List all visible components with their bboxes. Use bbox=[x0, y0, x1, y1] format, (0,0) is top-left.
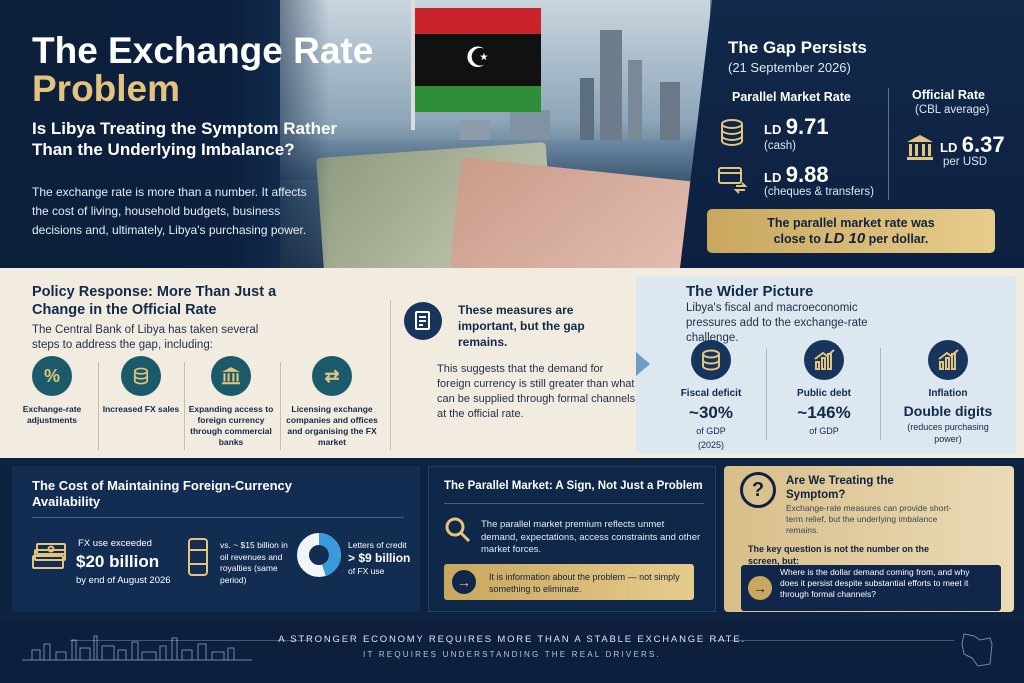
divider bbox=[444, 503, 704, 504]
step-expanding-access: Expanding access to foreign currency thr… bbox=[187, 356, 275, 448]
divider bbox=[184, 362, 185, 450]
exchange-icon: ⇄ bbox=[312, 356, 352, 396]
key-question-text: Where is the dollar demand coming from, … bbox=[780, 567, 970, 599]
footer-line-2: IT REQUIRES UNDERSTANDING THE REAL DRIVE… bbox=[363, 650, 661, 659]
divider bbox=[390, 300, 391, 450]
coins-icon bbox=[691, 340, 731, 380]
divider bbox=[880, 348, 881, 440]
bank-icon bbox=[211, 356, 251, 396]
donut-share bbox=[297, 533, 341, 577]
key-question-label: The key question is not the number on th… bbox=[748, 544, 930, 566]
document-checklist-icon bbox=[404, 302, 442, 340]
fx-use-label: FX use exceeded bbox=[78, 538, 152, 549]
divider bbox=[70, 640, 310, 641]
arrow-right-icon: → bbox=[452, 570, 476, 594]
flagpole bbox=[411, 0, 415, 130]
question-mark-icon: ? bbox=[740, 472, 776, 508]
bank-icon bbox=[907, 135, 933, 160]
page-title-highlight: Problem bbox=[32, 68, 181, 109]
letters-of-credit-text: Letters of credit > $9 billion of FX use bbox=[348, 540, 411, 576]
official-rate-unit: per USD bbox=[943, 156, 988, 168]
cheque-rate: LD 9.88 bbox=[764, 162, 829, 187]
treating-symptom-title: Are We Treating the Symptom? bbox=[786, 475, 894, 501]
step-exchange-rate-adjustments: % Exchange-rate adjustments bbox=[8, 356, 96, 426]
divider bbox=[32, 517, 404, 518]
divider bbox=[766, 348, 767, 440]
divider bbox=[888, 88, 889, 200]
rising-chart-icon bbox=[928, 340, 968, 380]
step-increased-fx-sales: Increased FX sales bbox=[97, 356, 185, 415]
cash-stack-icon bbox=[32, 543, 66, 569]
step-licensing-exchange: ⇄ Licensing exchange companies and offic… bbox=[286, 356, 378, 448]
official-rate: LD 6.37 bbox=[940, 132, 1005, 157]
footer-line-1: A STRONGER ECONOMY REQUIRES MORE THAN A … bbox=[278, 634, 746, 645]
transfer-card-icon bbox=[718, 167, 748, 194]
official-rate-heading: Official Rate bbox=[912, 88, 985, 102]
hero-text-panel bbox=[0, 0, 330, 268]
gap-date: (21 September 2026) bbox=[728, 60, 851, 75]
oil-barrel-icon bbox=[188, 538, 208, 576]
page-title: The Exchange Rate bbox=[32, 30, 374, 71]
treating-symptom-sub: Exchange-rate measures can provide short… bbox=[786, 503, 952, 535]
cash-rate-label: (cash) bbox=[764, 140, 796, 152]
magnifier-icon bbox=[445, 517, 471, 543]
oil-revenue-comparison: vs. ~ $15 billion in oil revenues and ro… bbox=[220, 540, 288, 585]
inflation-card: Inflation Double digits (reduces purchas… bbox=[893, 340, 1003, 445]
public-debt-card: Public debt ~146% of GDP bbox=[774, 340, 874, 437]
fiscal-deficit-card: Fiscal deficit ~30% of GDP (2025) bbox=[661, 340, 761, 451]
cost-title: The Cost of Maintaining Foreign-Currency… bbox=[32, 478, 293, 509]
parallel-market-callout bbox=[444, 564, 694, 600]
measures-body: This suggests that the demand for foreig… bbox=[437, 363, 636, 420]
page-subtitle: Is Libya Treating the Symptom Rather Tha… bbox=[32, 119, 338, 159]
percent-icon: % bbox=[32, 356, 72, 396]
parallel-market-title: The Parallel Market: A Sign, Not Just a … bbox=[444, 480, 703, 492]
official-rate-source: (CBL average) bbox=[915, 104, 990, 116]
coins-stack-icon bbox=[721, 119, 743, 147]
parallel-market-callout-text: It is information about the problem — no… bbox=[489, 572, 680, 594]
libya-flag-icon: ☪ bbox=[415, 8, 541, 112]
letters-of-credit-donut bbox=[297, 533, 341, 577]
parallel-market-body: The parallel market premium reflects unm… bbox=[481, 519, 701, 555]
wider-title: The Wider Picture bbox=[686, 283, 814, 300]
parallel-rate-heading: Parallel Market Rate bbox=[732, 90, 851, 104]
coins-icon bbox=[121, 356, 161, 396]
key-question-box bbox=[741, 565, 1001, 611]
libya-map-icon bbox=[961, 633, 993, 667]
gap-title: The Gap Persists bbox=[728, 38, 867, 57]
footer bbox=[0, 620, 1024, 683]
cheque-rate-label: (cheques & transfers) bbox=[764, 186, 874, 198]
policy-title: Policy Response: More Than Just a Change… bbox=[32, 284, 277, 318]
policy-body: The Central Bank of Libya has taken seve… bbox=[32, 324, 259, 351]
divider bbox=[714, 640, 954, 641]
measures-title: These measures are important, but the ga… bbox=[458, 303, 585, 349]
divider bbox=[98, 362, 99, 450]
divider bbox=[280, 362, 281, 450]
cash-rate: LD 9.71 bbox=[764, 114, 829, 139]
wider-subtitle: Libya's fiscal and macroeconomic pressur… bbox=[686, 302, 868, 344]
fx-use-value: $20 billion bbox=[76, 552, 160, 571]
arrow-right-icon: → bbox=[748, 576, 772, 600]
fx-use-period: by end of August 2026 bbox=[76, 575, 171, 586]
intro-text: The exchange rate is more than a number.… bbox=[32, 185, 307, 237]
city-skyline-icon bbox=[22, 635, 252, 661]
rising-chart-icon bbox=[804, 340, 844, 380]
cost-panel bbox=[12, 466, 420, 612]
parallel-rate-callout: The parallel market rate was close to LD… bbox=[707, 209, 995, 253]
